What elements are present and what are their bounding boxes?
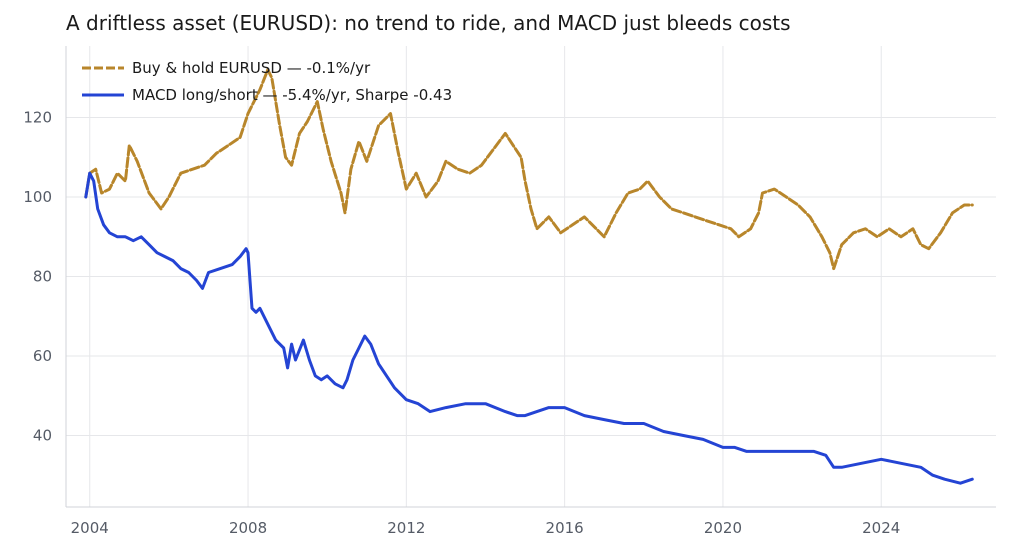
x-tick-label-2004: 2004	[71, 519, 109, 537]
tick-labels: 2004 2008 2012 2016 2020 2024 40 60 80 100 120	[23, 109, 900, 537]
y-tick-label-60: 60	[33, 347, 52, 365]
x-tick-label-2020: 2020	[704, 519, 742, 537]
x-tick-label-2012: 2012	[387, 519, 425, 537]
legend-label-macd: MACD long/short — -5.4%/yr, Sharpe -0.43	[132, 86, 452, 104]
gridlines	[66, 46, 996, 507]
x-tick-label-2016: 2016	[546, 519, 584, 537]
series	[84, 68, 974, 485]
chart-title: A driftless asset (EURUSD): no trend to …	[66, 11, 791, 35]
y-tick-label-120: 120	[23, 109, 52, 127]
legend-label-buy-hold: Buy & hold EURUSD — -0.1%/yr	[132, 59, 371, 77]
series-line-macd	[84, 171, 974, 485]
y-tick-label-80: 80	[33, 268, 52, 286]
y-tick-label-100: 100	[23, 188, 52, 206]
series-line-buy-hold	[84, 68, 974, 271]
legend: Buy & hold EURUSD — -0.1%/yr MACD long/s…	[82, 59, 452, 104]
y-tick-label-40: 40	[33, 426, 52, 444]
x-tick-label-2008: 2008	[229, 519, 267, 537]
x-tick-label-2024: 2024	[862, 519, 900, 537]
